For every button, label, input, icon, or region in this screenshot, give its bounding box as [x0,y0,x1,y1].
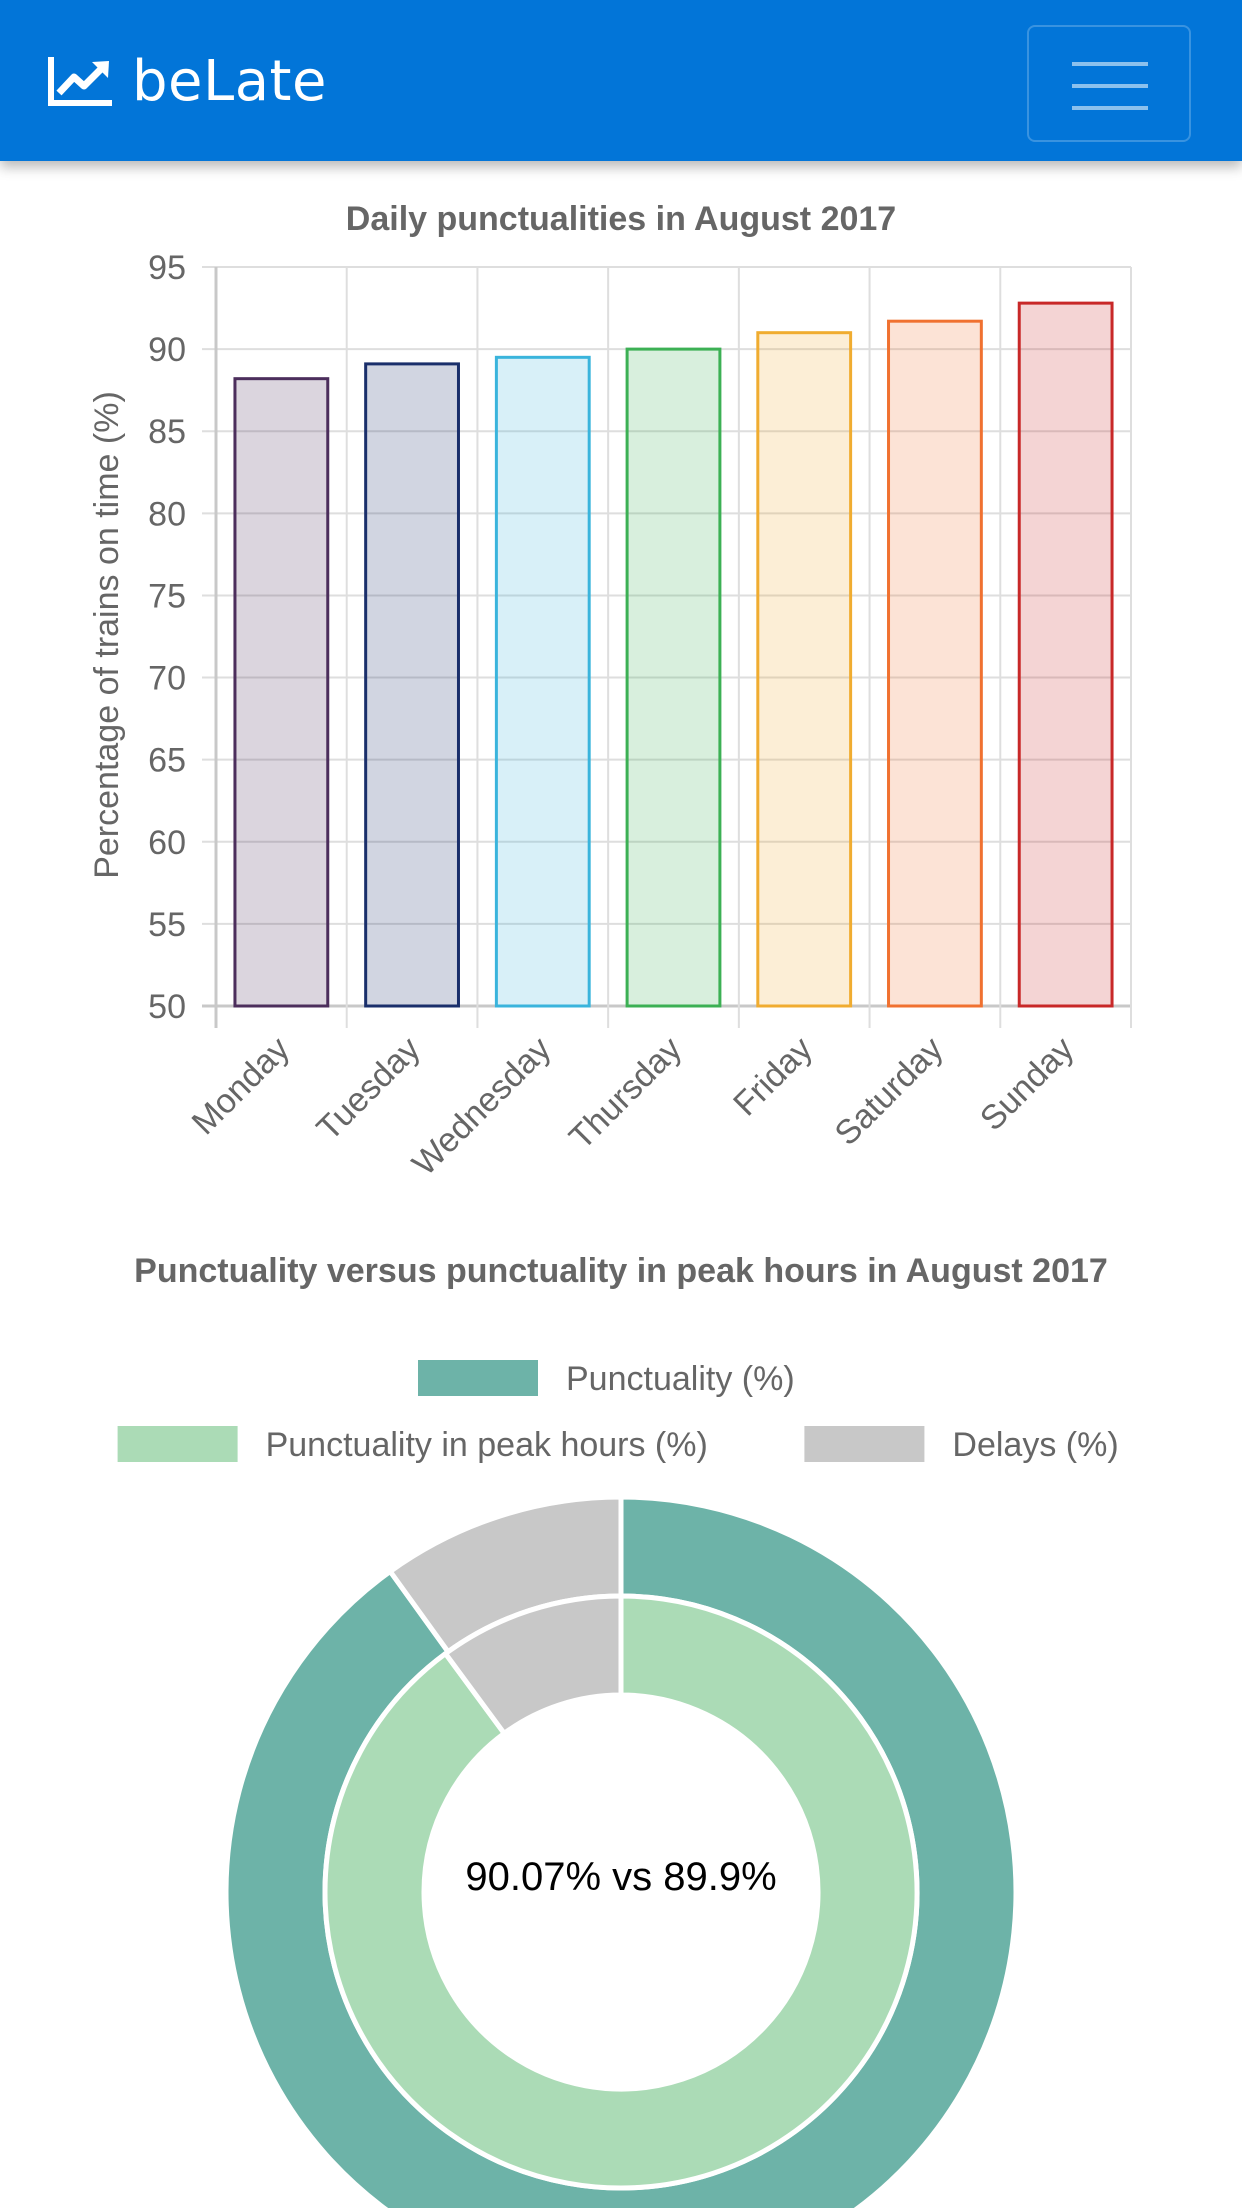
x-tick-label: Friday [726,1030,820,1124]
bar-saturday[interactable] [887,319,983,1008]
bar-chart-y-ticks: 50 55 60 65 70 75 80 85 90 95 [148,249,186,1026]
x-tick-label: Sunday [973,1030,1081,1138]
bar-chart-title: Daily punctualities in August 2017 [346,200,896,238]
line-chart-icon [48,57,112,106]
y-tick-label: 55 [148,906,186,944]
y-tick-label: 70 [148,660,186,698]
doughnut-segment[interactable] [322,1593,920,2191]
y-tick-label: 85 [148,413,186,451]
y-tick-label: 65 [148,742,186,780]
hamburger-menu-icon [1072,62,1148,110]
legend-label: Punctuality (%) [566,1360,795,1398]
legend-label: Delays (%) [952,1426,1118,1464]
bar-chart-grid [202,266,1132,1028]
legend-item[interactable]: Punctuality (%) [418,1360,795,1398]
y-tick-label: 95 [148,249,186,287]
bar-chart-bars [233,301,1114,1008]
legend-item[interactable]: Punctuality in peak hours (%) [117,1426,708,1464]
y-tick-label: 50 [148,988,186,1026]
daily-punctuality-bar-chart: Daily punctualities in August 2017 50 55 6… [88,200,1132,1183]
legend-swatch [418,1360,538,1396]
x-tick-label: Tuesday [310,1030,428,1148]
y-tick-label: 75 [148,577,186,615]
doughnut-chart-legend: Punctuality (%) Punctuality in peak hours… [117,1360,1119,1464]
legend-item[interactable]: Delays (%) [804,1426,1119,1464]
y-tick-label: 60 [148,824,186,862]
x-tick-label: Thursday [562,1030,689,1157]
punctuality-doughnut-chart: Punctuality versus punctuality in peak h… [117,1252,1119,2208]
doughnut-chart-rings [223,1494,1019,2208]
doughnut-center-label: 90.07% vs 89.9% [465,1855,776,1899]
bar-sunday[interactable] [1017,301,1114,1008]
legend-swatch [804,1426,925,1462]
y-tick-label: 80 [148,495,186,533]
navbar: beLate [0,0,1242,161]
y-tick-label: 90 [148,331,186,369]
bar-wednesday[interactable] [494,355,591,1008]
legend-swatch [117,1426,238,1462]
bar-thursday[interactable] [625,347,722,1008]
bar-tuesday[interactable] [364,362,460,1008]
brand[interactable]: beLate [46,48,327,114]
x-tick-label: Monday [185,1030,297,1142]
menu-toggle-button[interactable] [1027,25,1191,142]
brand-name: beLate [132,48,327,114]
bar-friday[interactable] [756,331,853,1008]
x-tick-label: Wednesday [405,1030,558,1183]
bar-chart-y-axis-label: Percentage of trains on time (%) [88,391,126,879]
bar-monday[interactable] [233,377,330,1008]
doughnut-segment[interactable] [442,1593,624,1737]
legend-label: Punctuality in peak hours (%) [266,1426,708,1464]
doughnut-chart-title: Punctuality versus punctuality in peak h… [134,1252,1108,1290]
x-tick-label: Saturday [827,1030,950,1153]
